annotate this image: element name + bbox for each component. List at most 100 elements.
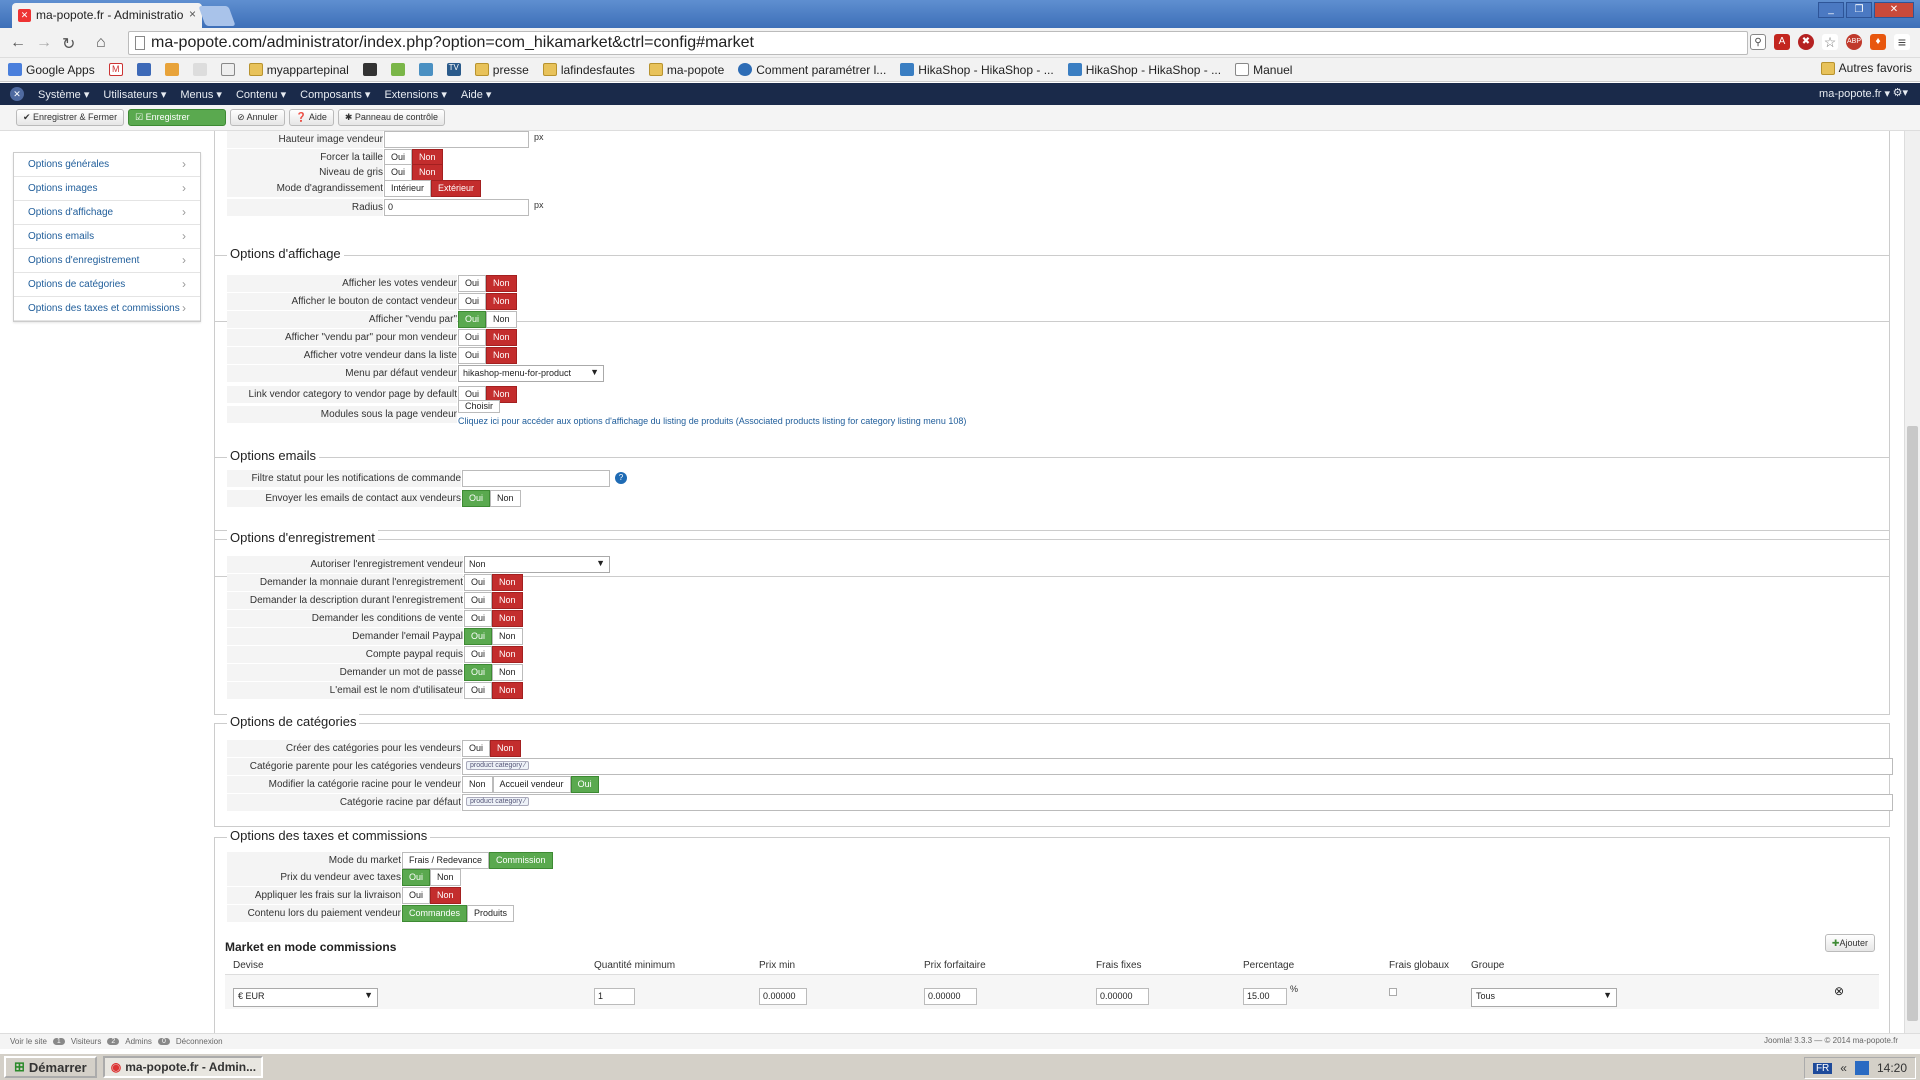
- close-tab-icon[interactable]: ×: [188, 7, 196, 21]
- bookmark-mail-icon[interactable]: [220, 61, 235, 78]
- sidebar-item[interactable]: Options de catégories ›: [14, 273, 200, 297]
- stop-extension-icon[interactable]: ✖: [1798, 34, 1814, 50]
- toggle-oui-button[interactable]: Oui: [464, 628, 493, 645]
- option-button[interactable]: Accueil vendeur: [492, 776, 571, 793]
- delete-row-icon[interactable]: ⊗: [1834, 984, 1845, 998]
- toggle-oui-button[interactable]: Oui: [458, 311, 487, 328]
- bookmark-google-apps[interactable]: Google Apps: [8, 61, 95, 78]
- toggle-non-button[interactable]: Non: [430, 869, 461, 886]
- option-button[interactable]: Frais / Redevance: [402, 852, 490, 869]
- toggle-oui-button[interactable]: Oui: [464, 574, 493, 591]
- address-bar[interactable]: ma-popote.com/administrator/index.php?op…: [128, 31, 1748, 55]
- select-dropdown[interactable]: Non ▼: [464, 556, 610, 573]
- cancel-button[interactable]: ⊘ Annuler: [230, 109, 285, 126]
- bookmark-hikashop-2[interactable]: HikaShop - HikaShop - ...: [1067, 61, 1221, 78]
- other-bookmarks[interactable]: Autres favoris: [1820, 61, 1912, 75]
- help-button[interactable]: ❓ Aide: [288, 109, 334, 126]
- bookmark-icon-4[interactable]: [362, 61, 377, 78]
- toggle-oui-button[interactable]: Oui: [458, 329, 487, 346]
- adblock-icon[interactable]: ABP: [1846, 34, 1862, 50]
- bookmark-icon-6[interactable]: [418, 61, 433, 78]
- bookmark-icon-2[interactable]: [164, 61, 179, 78]
- scrollbar-thumb[interactable]: [1907, 426, 1918, 1021]
- toggle-non-button[interactable]: Non: [486, 329, 517, 346]
- toggle-non-button[interactable]: Non: [492, 664, 523, 681]
- tag-edit-icon[interactable]: ⁄: [522, 762, 526, 769]
- tray-expand-icon[interactable]: «: [1840, 1061, 1847, 1075]
- option-button[interactable]: Non: [462, 776, 493, 793]
- menu-systeme[interactable]: Système ▾: [38, 88, 90, 101]
- close-window-button[interactable]: ✕: [1874, 2, 1914, 18]
- toggle-oui-button[interactable]: Oui: [462, 490, 491, 507]
- logout-link[interactable]: Déconnexion: [175, 1037, 223, 1046]
- toggle-oui-button[interactable]: Oui: [458, 347, 487, 364]
- toggle-oui-button[interactable]: Oui: [464, 682, 493, 699]
- fixed-price-input[interactable]: 0.00000: [924, 988, 977, 1005]
- menu-contenu[interactable]: Contenu ▾: [235, 88, 287, 101]
- add-commission-button[interactable]: ✚Ajouter: [1824, 934, 1875, 952]
- new-tab-button[interactable]: [198, 6, 236, 26]
- sidebar-item[interactable]: Options d'enregistrement ›: [14, 249, 200, 273]
- toggle-oui-button[interactable]: Oui: [462, 740, 491, 757]
- text-input[interactable]: [462, 470, 610, 487]
- bookmark-lafindesfautes[interactable]: lafindesfautes: [542, 61, 635, 78]
- toggle-non-button[interactable]: Non: [492, 610, 523, 627]
- toggle-non-button[interactable]: Non: [486, 275, 517, 292]
- sidebar-item[interactable]: Options images ›: [14, 177, 200, 201]
- back-icon[interactable]: ←: [10, 34, 26, 51]
- bookmark-myappartepinal[interactable]: myappartepinal: [248, 61, 349, 78]
- bookmark-ma-popote[interactable]: ma-popote: [648, 61, 724, 78]
- menu-aide[interactable]: Aide ▾: [460, 88, 492, 101]
- toggle-oui-button[interactable]: Oui: [464, 664, 493, 681]
- global-fees-checkbox[interactable]: [1389, 988, 1397, 996]
- option-button[interactable]: Oui: [570, 776, 599, 793]
- toggle-non-button[interactable]: Non: [490, 740, 521, 757]
- sidebar-item[interactable]: Options des taxes et commissions ›: [14, 297, 200, 321]
- text-input[interactable]: [384, 131, 529, 148]
- option-button[interactable]: Commandes: [402, 905, 468, 922]
- toggle-oui-button[interactable]: Oui: [384, 164, 413, 181]
- quantity-input[interactable]: 1: [594, 988, 635, 1005]
- control-panel-button[interactable]: ✱ Panneau de contrôle: [337, 109, 445, 126]
- restore-window-button[interactable]: ❐: [1846, 2, 1872, 18]
- sidebar-item[interactable]: Options d'affichage ›: [14, 201, 200, 225]
- bookmark-icon-5[interactable]: [390, 61, 405, 78]
- save-button[interactable]: ☑ Enregistrer: [128, 109, 227, 126]
- gear-icon[interactable]: ⚙▾: [1892, 87, 1908, 99]
- choose-modules-button[interactable]: Choisir: [458, 400, 501, 413]
- toggle-oui-button[interactable]: Oui: [464, 646, 493, 663]
- pdf-extension-icon[interactable]: A: [1774, 34, 1790, 50]
- extension-icon[interactable]: ♦: [1870, 34, 1886, 50]
- reload-icon[interactable]: ↻: [62, 36, 76, 53]
- toggle-oui-button[interactable]: Oui: [458, 275, 487, 292]
- bookmark-star-icon[interactable]: ☆: [1822, 34, 1838, 50]
- network-icon[interactable]: [1854, 1061, 1869, 1075]
- bookmark-gmail[interactable]: M: [108, 61, 123, 78]
- toggle-non-button[interactable]: Non: [492, 646, 523, 663]
- forward-icon[interactable]: →: [36, 34, 52, 51]
- sidebar-item[interactable]: Options générales ›: [14, 153, 200, 177]
- toggle-oui-button[interactable]: Oui: [464, 610, 493, 627]
- toggle-oui-button[interactable]: Oui: [402, 887, 431, 904]
- toggle-oui-button[interactable]: Oui: [402, 869, 431, 886]
- search-icon[interactable]: ⚲: [1750, 34, 1766, 50]
- bookmark-comment-parametrer[interactable]: Comment paramétrer l...: [738, 61, 886, 78]
- toggle-non-button[interactable]: Non: [492, 574, 523, 591]
- bookmark-hikashop-1[interactable]: HikaShop - HikaShop - ...: [900, 61, 1054, 78]
- menu-extensions[interactable]: Extensions ▾: [384, 88, 447, 101]
- view-site-link[interactable]: Voir le site: [10, 1037, 47, 1046]
- sidebar-item[interactable]: Options emails ›: [14, 225, 200, 249]
- category-tag-field[interactable]: product category ⁄: [462, 758, 1893, 775]
- language-indicator[interactable]: FR: [1812, 1062, 1833, 1074]
- toggle-non-button[interactable]: Non: [486, 293, 517, 310]
- select-dropdown[interactable]: hikashop-menu-for-product ▼: [458, 365, 604, 382]
- home-icon[interactable]: ⌂: [96, 34, 106, 51]
- minimize-window-button[interactable]: _: [1818, 2, 1844, 18]
- toggle-non-button[interactable]: Non: [486, 347, 517, 364]
- option-button[interactable]: Produits: [467, 905, 515, 922]
- bookmark-icon-3[interactable]: [192, 61, 207, 78]
- save-close-button[interactable]: ✔ Enregistrer & Fermer: [16, 109, 125, 126]
- taskbar-browser-item[interactable]: ◉ ma-popote.fr - Admin...: [102, 1056, 263, 1078]
- browser-tab[interactable]: ✕ ma-popote.fr - Administratio ×: [12, 3, 202, 28]
- start-button[interactable]: ⊞ Démarrer: [4, 1056, 97, 1078]
